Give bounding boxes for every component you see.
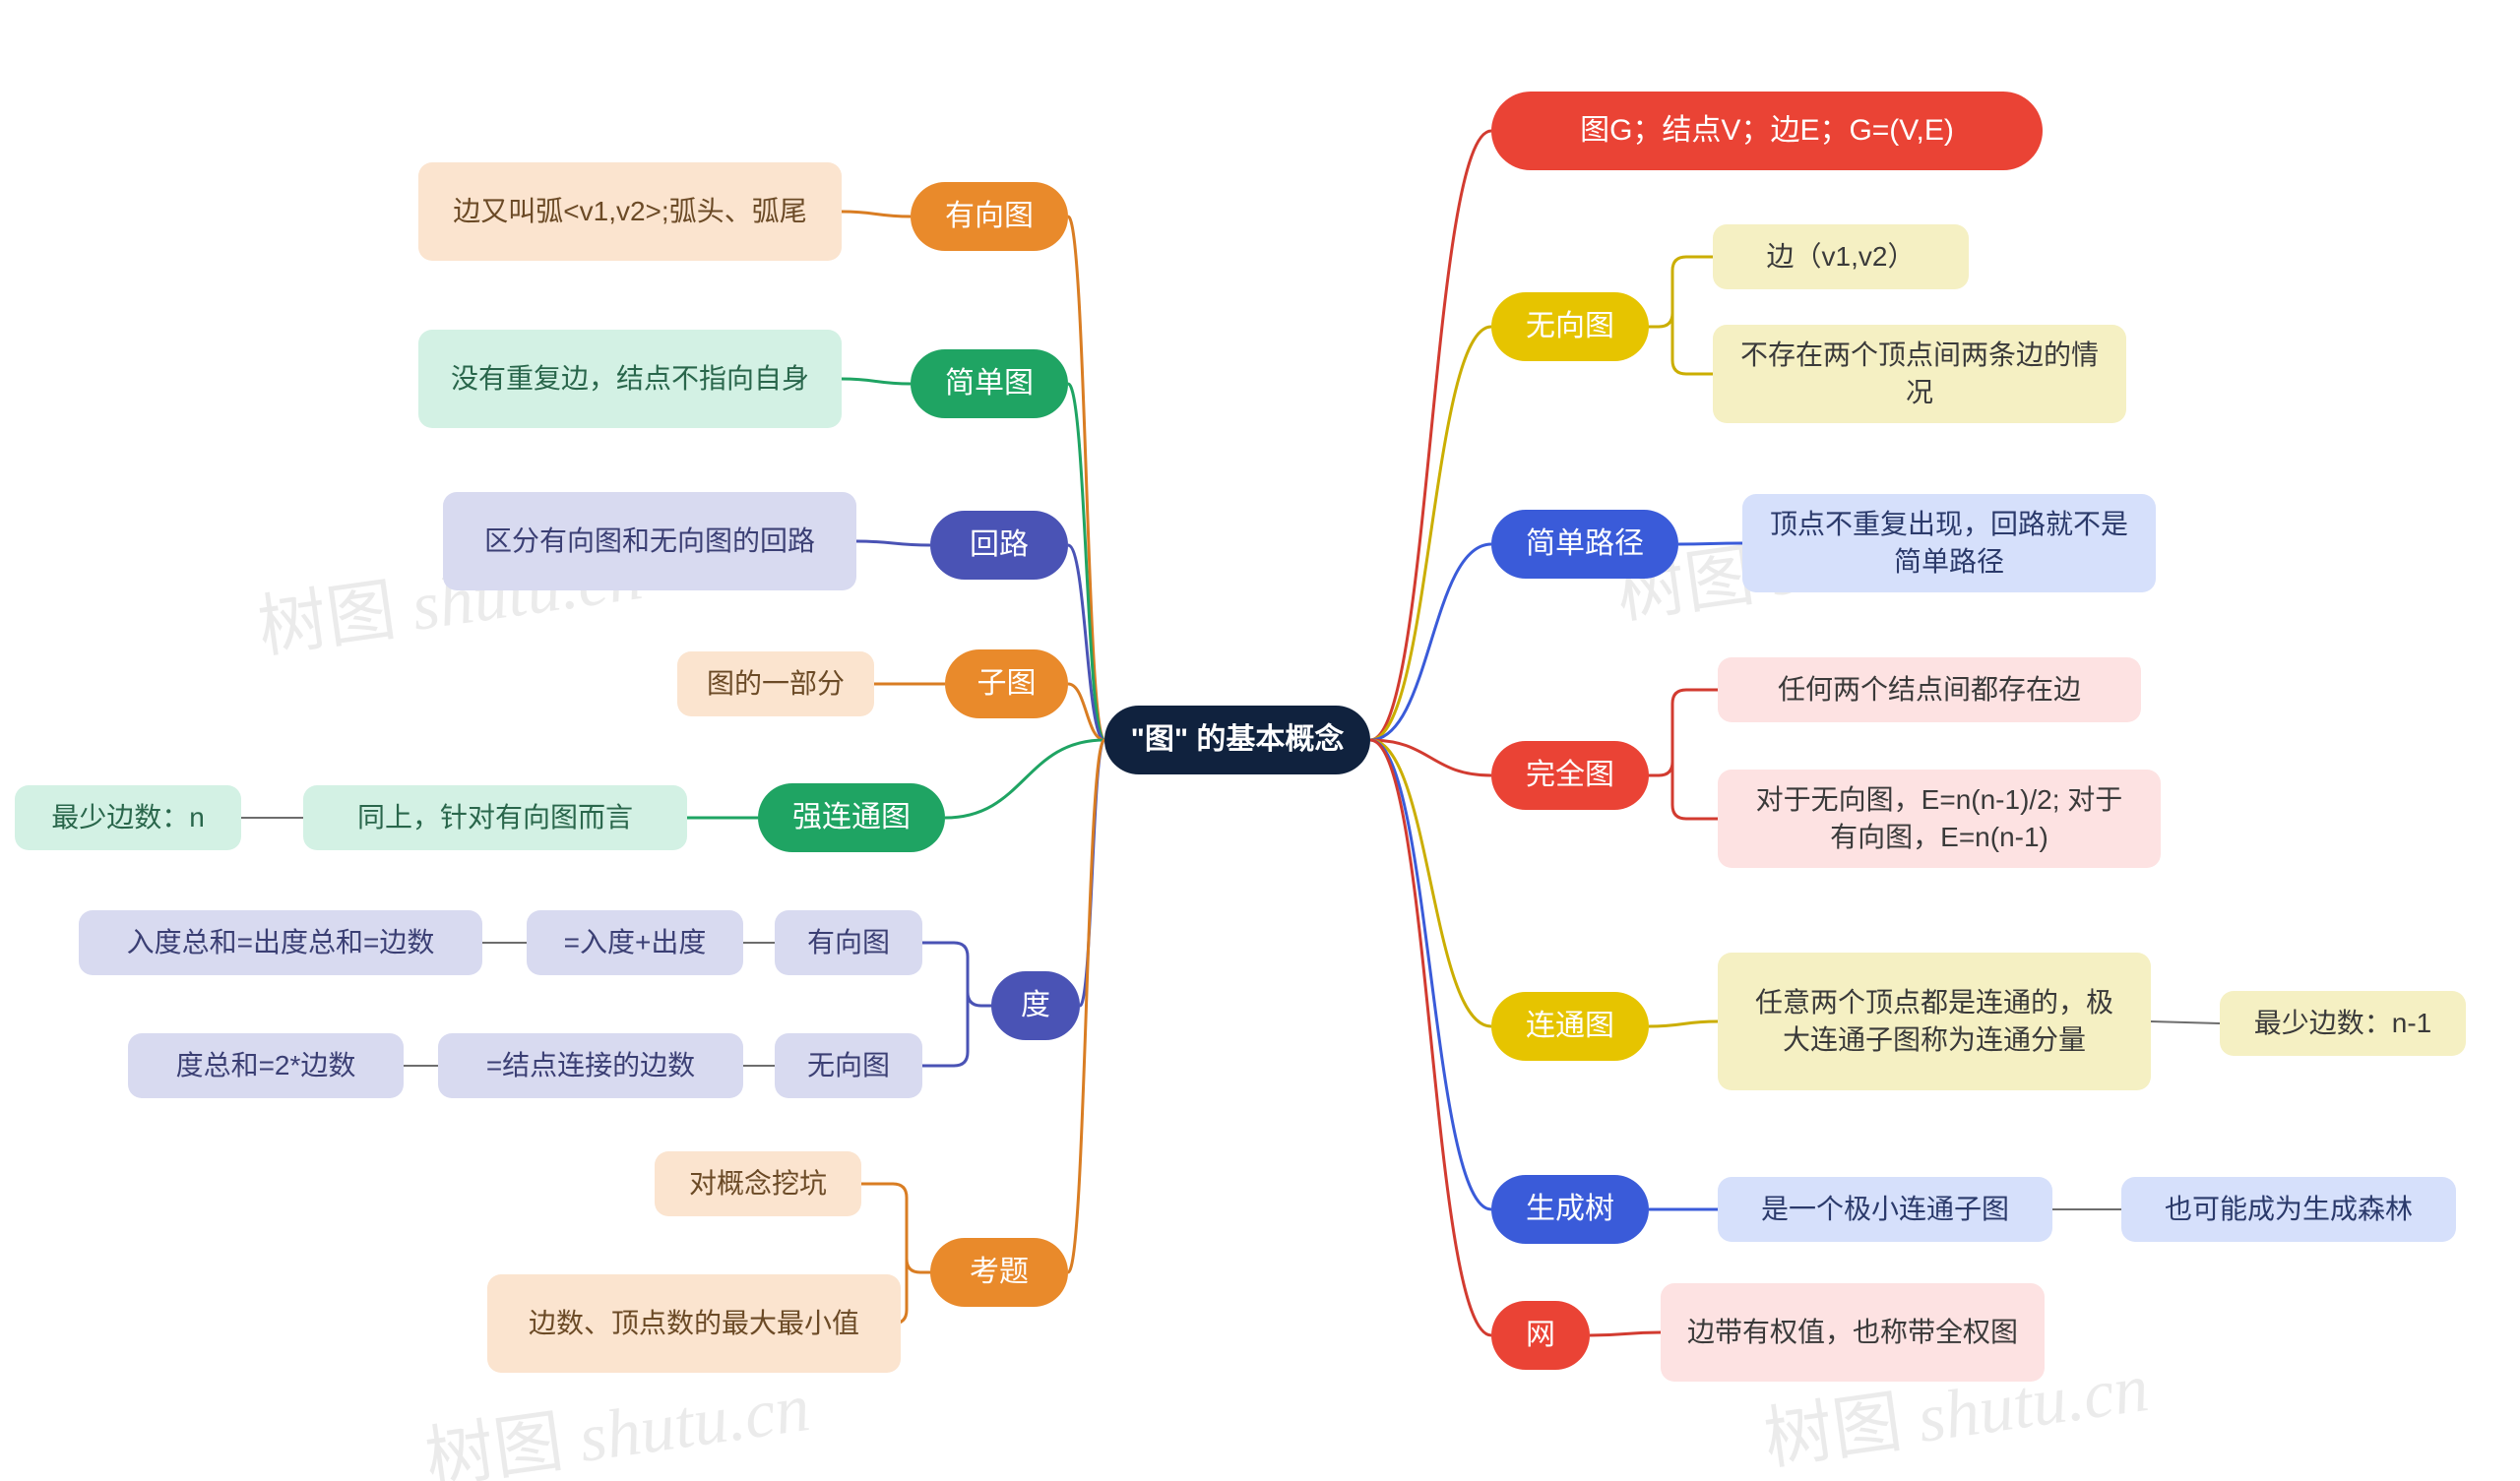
leaf-node-label: 边数、顶点数的最大最小值 [529, 1305, 859, 1342]
leaf-node[interactable]: 对于无向图，E=n(n-1)/2; 对于有向图，E=n(n-1) [1718, 770, 2161, 868]
leaf-node-label: 没有重复边，结点不指向自身 [451, 360, 809, 398]
leaf-node[interactable]: =入度+出度 [527, 910, 743, 975]
branch-node[interactable]: 度 [991, 971, 1080, 1040]
leaf-node[interactable]: 任何两个结点间都存在边 [1718, 657, 2141, 722]
leaf-node[interactable]: 有向图 [775, 910, 922, 975]
branch-node-label: 子图 [977, 664, 1037, 705]
branch-node-label: 图G；结点V；边E；G=(V,E) [1580, 111, 1954, 152]
leaf-node[interactable]: 图的一部分 [677, 651, 874, 716]
branch-node-label: 连通图 [1526, 1007, 1614, 1047]
branch-node[interactable]: 无向图 [1491, 292, 1649, 361]
root-label: "图" 的基本概念 [1131, 720, 1345, 761]
leaf-node-label: 对于无向图，E=n(n-1)/2; 对于有向图，E=n(n-1) [1743, 781, 2135, 856]
branch-node[interactable]: 网 [1491, 1301, 1590, 1370]
leaf-node-label: 区分有向图和无向图的回路 [484, 523, 815, 560]
leaf-node[interactable]: 没有重复边，结点不指向自身 [418, 330, 842, 428]
leaf-node[interactable]: =结点连接的边数 [438, 1033, 743, 1098]
leaf-node-label: 最少边数：n [51, 799, 205, 836]
leaf-node[interactable]: 边数、顶点数的最大最小值 [487, 1274, 901, 1373]
leaf-node[interactable]: 边带有权值，也称带全权图 [1661, 1283, 2045, 1382]
leaf-node[interactable]: 同上，针对有向图而言 [303, 785, 687, 850]
leaf-node[interactable]: 入度总和=出度总和=边数 [79, 910, 482, 975]
branch-node[interactable]: 图G；结点V；边E；G=(V,E) [1491, 92, 2043, 170]
leaf-node-label: 顶点不重复出现，回路就不是简单路径 [1768, 506, 2130, 581]
branch-node-label: 强连通图 [792, 798, 911, 838]
branch-node-label: 生成树 [1526, 1190, 1614, 1230]
branch-node[interactable]: 生成树 [1491, 1175, 1649, 1244]
mindmap-root[interactable]: "图" 的基本概念 [1104, 706, 1370, 774]
leaf-node[interactable]: 区分有向图和无向图的回路 [443, 492, 856, 590]
branch-node[interactable]: 有向图 [911, 182, 1068, 251]
leaf-node[interactable]: 度总和=2*边数 [128, 1033, 404, 1098]
branch-node[interactable]: 考题 [930, 1238, 1068, 1307]
branch-node[interactable]: 子图 [945, 649, 1068, 718]
branch-node-label: 考题 [970, 1253, 1029, 1293]
leaf-node[interactable]: 最少边数：n-1 [2220, 991, 2466, 1056]
leaf-node-label: 无向图 [807, 1047, 890, 1084]
branch-node[interactable]: 强连通图 [758, 783, 945, 852]
branch-node-label: 简单路径 [1526, 525, 1644, 565]
branch-node-label: 完全图 [1526, 756, 1614, 796]
leaf-node-label: 入度总和=出度总和=边数 [127, 924, 435, 961]
leaf-node[interactable]: 任意两个顶点都是连通的，极大连通子图称为连通分量 [1718, 953, 2151, 1090]
leaf-node-label: =入度+出度 [564, 924, 707, 961]
leaf-node-label: 是一个极小连通子图 [1761, 1191, 2009, 1228]
leaf-node-label: 最少边数：n-1 [2254, 1005, 2431, 1042]
branch-node[interactable]: 回路 [930, 511, 1068, 580]
leaf-node-label: 边（v1,v2） [1767, 238, 1916, 276]
leaf-node-label: 对概念挖坑 [689, 1165, 827, 1203]
leaf-node[interactable]: 边（v1,v2） [1713, 224, 1969, 289]
leaf-node[interactable]: 不存在两个顶点间两条边的情况 [1713, 325, 2126, 423]
branch-node-label: 回路 [970, 525, 1029, 566]
branch-node[interactable]: 完全图 [1491, 741, 1649, 810]
leaf-node[interactable]: 对概念挖坑 [655, 1151, 861, 1216]
leaf-node-label: 也可能成为生成森林 [2165, 1191, 2413, 1228]
leaf-node-label: 有向图 [807, 924, 890, 961]
branch-node[interactable]: 简单路径 [1491, 510, 1678, 579]
branch-node-label: 网 [1526, 1316, 1555, 1356]
leaf-node[interactable]: 边又叫弧<v1,v2>;弧头、弧尾 [418, 162, 842, 261]
leaf-node-label: 任何两个结点间都存在边 [1778, 671, 2081, 709]
leaf-node-label: 边又叫弧<v1,v2>;弧头、弧尾 [453, 193, 806, 230]
leaf-node-label: 同上，针对有向图而言 [357, 799, 633, 836]
leaf-node-label: =结点连接的边数 [486, 1047, 695, 1084]
leaf-node[interactable]: 是一个极小连通子图 [1718, 1177, 2052, 1242]
leaf-node-label: 任意两个顶点都是连通的，极大连通子图称为连通分量 [1743, 984, 2125, 1059]
leaf-node-label: 不存在两个顶点间两条边的情况 [1738, 337, 2101, 411]
mindmap-stage: { "canvas": { "width": 2560, "height": 1… [0, 0, 2520, 1481]
leaf-node[interactable]: 顶点不重复出现，回路就不是简单路径 [1742, 494, 2156, 592]
leaf-node-label: 图的一部分 [707, 665, 845, 703]
branch-node-label: 无向图 [1526, 307, 1614, 347]
branch-node-label: 简单图 [945, 364, 1034, 404]
branch-node-label: 度 [1021, 986, 1050, 1026]
leaf-node-label: 度总和=2*边数 [176, 1047, 356, 1084]
branch-node[interactable]: 连通图 [1491, 992, 1649, 1061]
leaf-node-label: 边带有权值，也称带全权图 [1687, 1314, 2018, 1351]
leaf-node[interactable]: 也可能成为生成森林 [2121, 1177, 2456, 1242]
branch-node-label: 有向图 [945, 197, 1034, 237]
branch-node[interactable]: 简单图 [911, 349, 1068, 418]
leaf-node[interactable]: 无向图 [775, 1033, 922, 1098]
leaf-node[interactable]: 最少边数：n [15, 785, 241, 850]
